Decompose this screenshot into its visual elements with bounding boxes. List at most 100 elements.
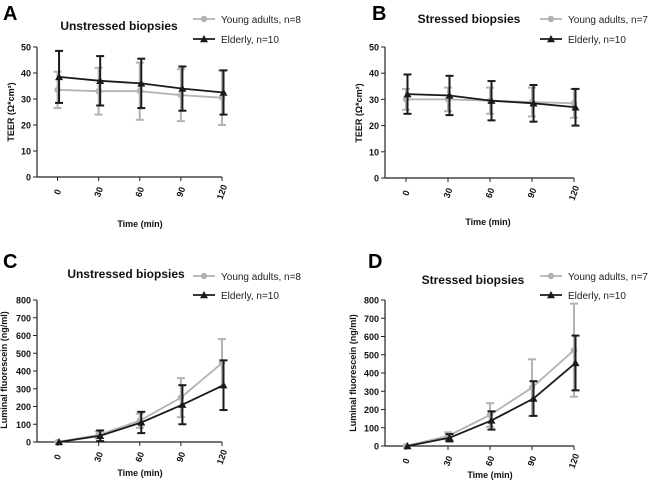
legend-label: Elderly, n=10: [221, 291, 279, 302]
legend-label: Elderly, n=10: [221, 35, 279, 46]
y-tick-label: 200: [16, 402, 31, 412]
series-elderly: [403, 334, 580, 450]
panel-label: D: [368, 251, 382, 273]
data-point: [487, 416, 496, 424]
series-line: [405, 349, 575, 447]
x-axis-label: Time (min): [117, 219, 162, 229]
panel-a: A Unstressed biopsies Time (min) TEER (Ω…: [3, 3, 301, 229]
legend-label: Elderly, n=10: [568, 291, 626, 302]
y-tick-label: 30: [21, 95, 31, 105]
y-axis-label: TEER (Ω*cm²): [6, 82, 16, 141]
x-tick-label: 30: [92, 451, 105, 464]
y-tick-label: 40: [369, 69, 379, 79]
data-point: [403, 442, 412, 450]
x-tick-label: 120: [215, 448, 230, 466]
legend-label: Elderly, n=10: [568, 35, 626, 46]
x-tick-label: 30: [92, 186, 105, 199]
x-tick-label: 90: [174, 186, 187, 199]
y-tick-label: 0: [374, 442, 379, 452]
y-tick-label: 800: [16, 296, 31, 306]
data-point: [178, 84, 187, 92]
x-tick-label: 120: [567, 184, 582, 202]
legend-label: Young adults, n=7: [568, 15, 648, 26]
panel-label: B: [372, 3, 386, 25]
x-tick-label: 0: [400, 189, 411, 197]
x-tick-label: 90: [526, 187, 539, 200]
legend-label: Young adults, n=8: [221, 272, 301, 283]
legend-entry: Elderly, n=10: [540, 35, 626, 46]
legend-marker: [200, 291, 208, 299]
y-tick-label: 300: [16, 384, 31, 394]
series-young-adults: [402, 302, 578, 450]
data-point: [219, 88, 228, 96]
x-tick-label: 90: [526, 455, 539, 468]
y-tick-label: 30: [369, 95, 379, 105]
data-point: [403, 90, 412, 98]
x-tick-label: 60: [133, 451, 146, 464]
y-tick-label: 200: [364, 405, 379, 415]
y-axis-label: Luminal fluorescein (ng/ml): [0, 311, 9, 429]
y-tick-label: 400: [16, 367, 31, 377]
legend-marker: [200, 272, 208, 280]
panel-label: C: [3, 251, 17, 273]
y-tick-label: 10: [369, 147, 379, 157]
legend-entry: Young adults, n=8: [193, 272, 301, 283]
panel-b: B Stressed biopsies Time (min) TEER (Ω*c…: [354, 3, 648, 227]
panel-label: A: [3, 3, 17, 25]
legend-marker: [547, 272, 555, 280]
x-tick-label: 0: [400, 457, 411, 465]
y-tick-label: 20: [369, 121, 379, 131]
data-point: [55, 72, 64, 81]
data-point: [55, 438, 64, 446]
y-tick-label: 10: [21, 147, 31, 157]
data-point: [137, 79, 146, 87]
series-elderly: [55, 359, 228, 446]
series-young-adults: [54, 338, 226, 446]
legend-entry: Young adults, n=7: [540, 272, 648, 283]
series-elderly: [403, 73, 580, 127]
data-point: [96, 76, 105, 84]
legend-entry: Elderly, n=10: [540, 291, 626, 302]
x-tick-label: 0: [52, 188, 63, 196]
data-point: [96, 431, 105, 439]
y-tick-label: 500: [364, 350, 379, 360]
y-tick-label: 100: [364, 423, 379, 433]
y-tick-label: 400: [364, 369, 379, 379]
y-tick-label: 800: [364, 296, 379, 306]
legend-marker: [547, 291, 555, 299]
chart-title: Stressed biopsies: [418, 12, 521, 26]
chart-title: Stressed biopsies: [422, 273, 525, 287]
y-tick-label: 50: [21, 43, 31, 53]
panel-c: C Unstressed biopsies Time (min) Luminal…: [0, 251, 301, 478]
y-tick-label: 700: [364, 314, 379, 324]
data-point: [137, 418, 146, 426]
panel-d: D Stressed biopsies Time (min) Luminal f…: [348, 251, 648, 480]
x-tick-label: 120: [215, 183, 230, 201]
legend-entry: Elderly, n=10: [193, 291, 279, 302]
x-tick-label: 0: [52, 453, 63, 461]
y-tick-label: 300: [364, 387, 379, 397]
y-tick-label: 700: [16, 313, 31, 323]
x-axis-label: Time (min): [467, 470, 512, 480]
y-tick-label: 500: [16, 349, 31, 359]
y-tick-label: 100: [16, 420, 31, 430]
x-tick-label: 30: [442, 187, 455, 200]
series-line: [57, 362, 223, 443]
data-point: [529, 394, 538, 402]
data-point: [178, 400, 187, 408]
y-tick-label: 0: [26, 173, 31, 183]
data-point: [571, 358, 580, 367]
x-tick-label: 60: [484, 187, 497, 200]
legend-label: Young adults, n=8: [221, 15, 301, 26]
legend-marker: [200, 35, 208, 43]
legend-marker: [547, 15, 555, 23]
data-point: [445, 433, 454, 441]
x-tick-label: 90: [174, 451, 187, 464]
y-tick-label: 600: [16, 331, 31, 341]
legend-marker: [547, 35, 555, 43]
x-axis-label: Time (min): [465, 217, 510, 227]
y-tick-label: 20: [21, 121, 31, 131]
x-tick-label: 120: [567, 452, 582, 470]
legend-label: Young adults, n=7: [568, 272, 648, 283]
